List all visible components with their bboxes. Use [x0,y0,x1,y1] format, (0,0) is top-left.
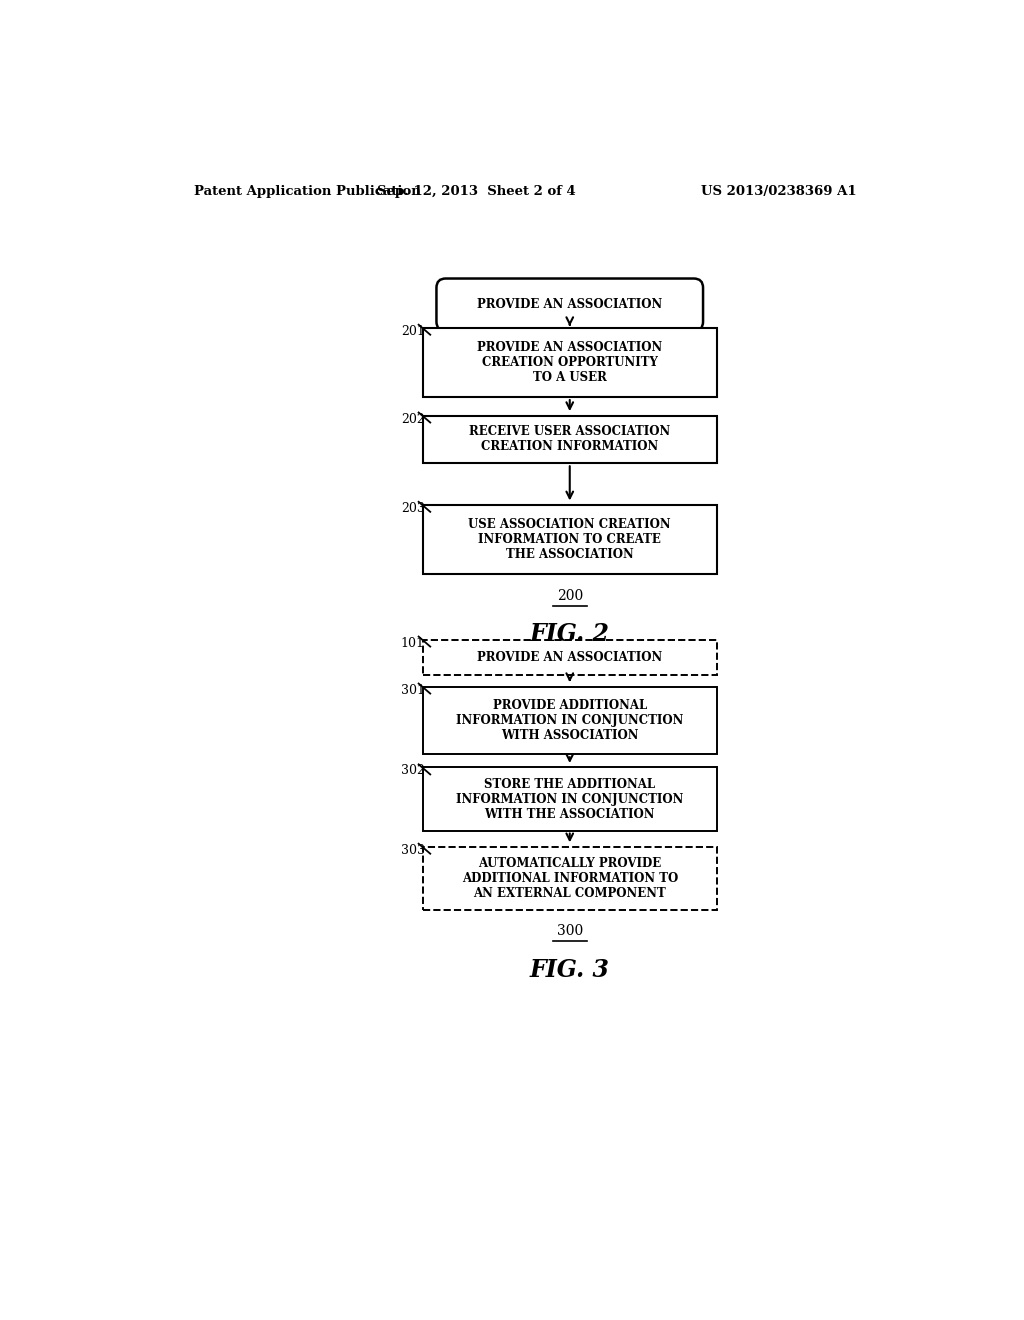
Text: PROVIDE AN ASSOCIATION
CREATION OPPORTUNITY
TO A USER: PROVIDE AN ASSOCIATION CREATION OPPORTUN… [477,341,663,384]
FancyBboxPatch shape [423,327,717,397]
Text: PROVIDE AN ASSOCIATION: PROVIDE AN ASSOCIATION [477,298,663,312]
Text: 200: 200 [557,589,583,603]
Text: RECEIVE USER ASSOCIATION
CREATION INFORMATION: RECEIVE USER ASSOCIATION CREATION INFORM… [469,425,671,454]
Text: Patent Application Publication: Patent Application Publication [194,185,421,198]
FancyBboxPatch shape [436,279,703,331]
Text: US 2013/0238369 A1: US 2013/0238369 A1 [700,185,856,198]
FancyBboxPatch shape [423,506,717,574]
Text: PROVIDE ADDITIONAL
INFORMATION IN CONJUNCTION
WITH ASSOCIATION: PROVIDE ADDITIONAL INFORMATION IN CONJUN… [456,700,683,742]
Text: 203: 203 [400,502,425,515]
Text: 201: 201 [400,325,425,338]
Text: 300: 300 [557,924,583,939]
Text: 303: 303 [400,843,425,857]
FancyBboxPatch shape [423,416,717,463]
FancyBboxPatch shape [423,686,717,755]
Text: Sep. 12, 2013  Sheet 2 of 4: Sep. 12, 2013 Sheet 2 of 4 [378,185,577,198]
Text: 202: 202 [400,413,425,425]
FancyBboxPatch shape [423,767,717,830]
Text: PROVIDE AN ASSOCIATION: PROVIDE AN ASSOCIATION [477,651,663,664]
Text: 101: 101 [400,636,425,649]
Text: USE ASSOCIATION CREATION
INFORMATION TO CREATE
THE ASSOCIATION: USE ASSOCIATION CREATION INFORMATION TO … [468,517,671,561]
Text: FIG. 3: FIG. 3 [529,958,609,982]
Text: AUTOMATICALLY PROVIDE
ADDITIONAL INFORMATION TO
AN EXTERNAL COMPONENT: AUTOMATICALLY PROVIDE ADDITIONAL INFORMA… [462,857,678,900]
Text: 302: 302 [400,764,425,777]
Text: STORE THE ADDITIONAL
INFORMATION IN CONJUNCTION
WITH THE ASSOCIATION: STORE THE ADDITIONAL INFORMATION IN CONJ… [456,777,683,821]
Text: 301: 301 [400,684,425,697]
FancyBboxPatch shape [423,847,717,909]
FancyBboxPatch shape [423,640,717,675]
Text: FIG. 2: FIG. 2 [529,622,609,647]
